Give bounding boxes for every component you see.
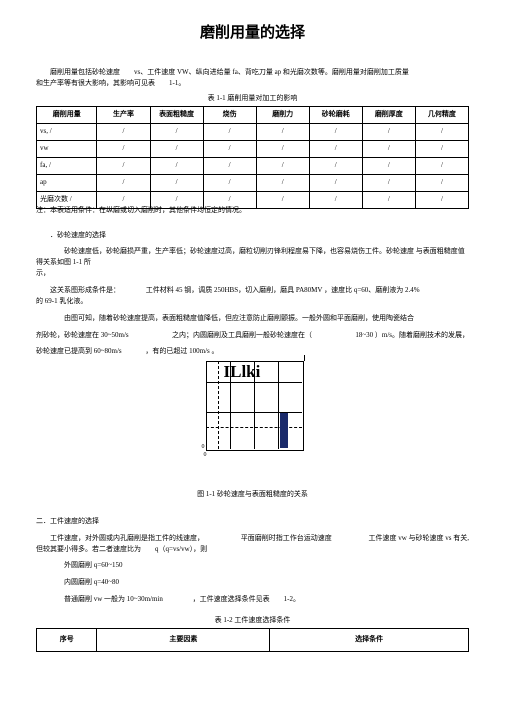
cell: / [309, 123, 362, 140]
sec2-line: 但较其要小得多。若二者速度比为 q（q=vs/vw），则 [36, 544, 469, 555]
table1-caption: 表 1-1 磨削用量对加工的影响 [36, 93, 469, 104]
cell: / [256, 140, 309, 157]
text: 工件速度，对外圆或内孔磨削是指工件的线速度， [36, 533, 204, 544]
table2-h2: 选择条件 [270, 628, 469, 651]
table-row: vs, / / / / / / / / [37, 123, 469, 140]
cell: / [203, 140, 256, 157]
cell: / [256, 157, 309, 174]
cell: / [362, 123, 415, 140]
intro-line-1: 磨削用量包括砂轮速度 vs、工件速度 VW、纵向进给量 fa、背吃刀量 ap 和… [36, 67, 469, 78]
table1-h4: 磨削力 [256, 106, 309, 123]
cell: / [203, 123, 256, 140]
text: 18~30 ）m/s。随着磨削技术的发展， [355, 330, 469, 341]
table2-h1: 主要因素 [97, 628, 270, 651]
figure-caption: 图 1-1 砂轮速度与表面粗糙度的关系 [36, 489, 469, 500]
table-row: ap / / / / / / / [37, 174, 469, 191]
cell: / [97, 123, 150, 140]
cell: vs, / [37, 123, 97, 140]
axis-label-x0: 0 [204, 451, 207, 460]
cell: / [150, 140, 203, 157]
cell: / [97, 174, 150, 191]
cell: / [97, 140, 150, 157]
table1-h3: 烧伤 [203, 106, 256, 123]
intro-line-2: 和生产率等有很大影响，其影响可见表 1-1。 [36, 78, 469, 89]
table-row: fa, / / / / / / / / [37, 157, 469, 174]
table1-h2: 表面粗糙度 [150, 106, 203, 123]
cell: / [150, 174, 203, 191]
sec2-line: 内圆磨削 q=40~80 [36, 577, 469, 588]
table2-header-row: 序号 主要因素 选择条件 [37, 628, 469, 651]
text: 工件材料 45 钢，调质 250HBS，切入磨削，磨具 PA80MV ，速度比 … [146, 286, 420, 294]
table1-h6: 磨削厚度 [362, 106, 415, 123]
cell: / [150, 123, 203, 140]
table1-h5: 砂轮磨耗 [309, 106, 362, 123]
sec1-head: ．砂轮速度的选择 [36, 230, 469, 241]
cell: / [362, 140, 415, 157]
table1-body: vs, / / / / / / / / vw / / / / / / / fa,… [37, 123, 469, 208]
cell: vw [37, 140, 97, 157]
sec1-line: 示， [36, 268, 469, 279]
cell: / [362, 174, 415, 191]
table1: 磨削用量 生产率 表面粗糙度 烧伤 磨削力 砂轮磨耗 磨削厚度 几何精度 vs,… [36, 106, 469, 209]
sec1-line: 由图可知，随着砂轮速度提高，表面粗糙度值降低，但应注意防止磨削颤振。一般外圆和平… [36, 313, 469, 324]
cell: / [203, 157, 256, 174]
figure-1-1: ILlki 0 0 图 1-1 砂轮速度与表面粗糙度的关系 [36, 361, 469, 500]
table1-h1: 生产率 [97, 106, 150, 123]
cell: / [415, 123, 468, 140]
table1-header-row: 磨削用量 生产率 表面粗糙度 烧伤 磨削力 砂轮磨耗 磨削厚度 几何精度 [37, 106, 469, 123]
cell: / [309, 174, 362, 191]
page-title: 磨削用量的选择 [36, 22, 469, 45]
sec1-line: 这关系图形成条件是： 工件材料 45 钢，调质 250HBS，切入磨削，磨具 P… [36, 285, 469, 296]
text: ，有的已超过 100m/s 。 [145, 347, 218, 355]
text: 平面磨削时指工作台运动速度 [241, 533, 332, 544]
table2-h0: 序号 [37, 628, 97, 651]
text: 工件速度 vw 与砂轮速度 vs 有关, [368, 533, 469, 544]
section-1: ．砂轮速度的选择 砂轮速度低，砂轮磨损严重，生产率低；砂轮速度过高，磨粒切削刃锋… [36, 230, 469, 358]
cell: / [362, 157, 415, 174]
cell: / [415, 140, 468, 157]
section-2: 二．工件速度的选择 工件速度，对外圆或内孔磨削是指工件的线速度， 平面磨削时指工… [36, 516, 469, 605]
text: 普通磨削 vw 一般为 10~30m/min [36, 594, 163, 605]
text: 这关系图形成条件是： [36, 285, 120, 296]
cell: / [97, 157, 150, 174]
table1-h7: 几何精度 [415, 106, 468, 123]
table1-note: 注：本表适用条件：在纵磨或切入磨削时，其他条件均恒定的情况。 [36, 205, 469, 216]
text: 剂砂轮，砂轮速度在 30~50m/s [36, 330, 129, 341]
cell: / [415, 174, 468, 191]
table-row: vw / / / / / / / [37, 140, 469, 157]
sec1-line: 砂轮速度已提高到 60~80m/s ，有的已超过 100m/s 。 [36, 346, 469, 357]
cell: / [150, 157, 203, 174]
page: 磨削用量的选择 磨削用量包括砂轮速度 vs、工件速度 VW、纵向进给量 fa、背… [0, 0, 505, 714]
cell: / [203, 174, 256, 191]
text: 砂轮速度已提高到 60~80m/s [36, 347, 122, 355]
sec1-line: 剂砂轮，砂轮速度在 30~50m/s 之内；内圆磨削及工具磨削一般砂轮速度在（ … [36, 330, 469, 341]
sec1-line: 砂轮速度低，砂轮磨损严重，生产率低；砂轮速度过高，磨粒切削刃锋利程度易下降，也容… [36, 246, 469, 268]
cell: / [256, 174, 309, 191]
text: ，工件速度选择条件见表 1-2。 [193, 595, 300, 603]
table2-caption: 表 1-2 工件速度选择条件 [36, 615, 469, 626]
table1-h0: 磨削用量 [37, 106, 97, 123]
sec2-head: 二．工件速度的选择 [36, 516, 469, 527]
cell: ap [37, 174, 97, 191]
cell: / [309, 157, 362, 174]
figure-big-text: ILlki [224, 359, 261, 385]
sec1-line: 的 69-1 乳化液。 [36, 296, 469, 307]
cell: / [256, 123, 309, 140]
text: 之内；内圆磨削及工具磨削一般砂轮速度在（ [172, 330, 312, 341]
sec2-line: 外圆磨削 q=60~150 [36, 560, 469, 571]
sec2-line: 工件速度，对外圆或内孔磨削是指工件的线速度， 平面磨削时指工作台运动速度 工件速… [36, 533, 469, 544]
cell: / [309, 140, 362, 157]
table2: 序号 主要因素 选择条件 [36, 628, 469, 652]
figure-graphic: ILlki 0 0 [192, 361, 314, 461]
cell: / [415, 157, 468, 174]
sec2-line: 普通磨削 vw 一般为 10~30m/min ，工件速度选择条件见表 1-2。 [36, 594, 469, 605]
chart-bar [280, 413, 288, 448]
cell: fa, / [37, 157, 97, 174]
